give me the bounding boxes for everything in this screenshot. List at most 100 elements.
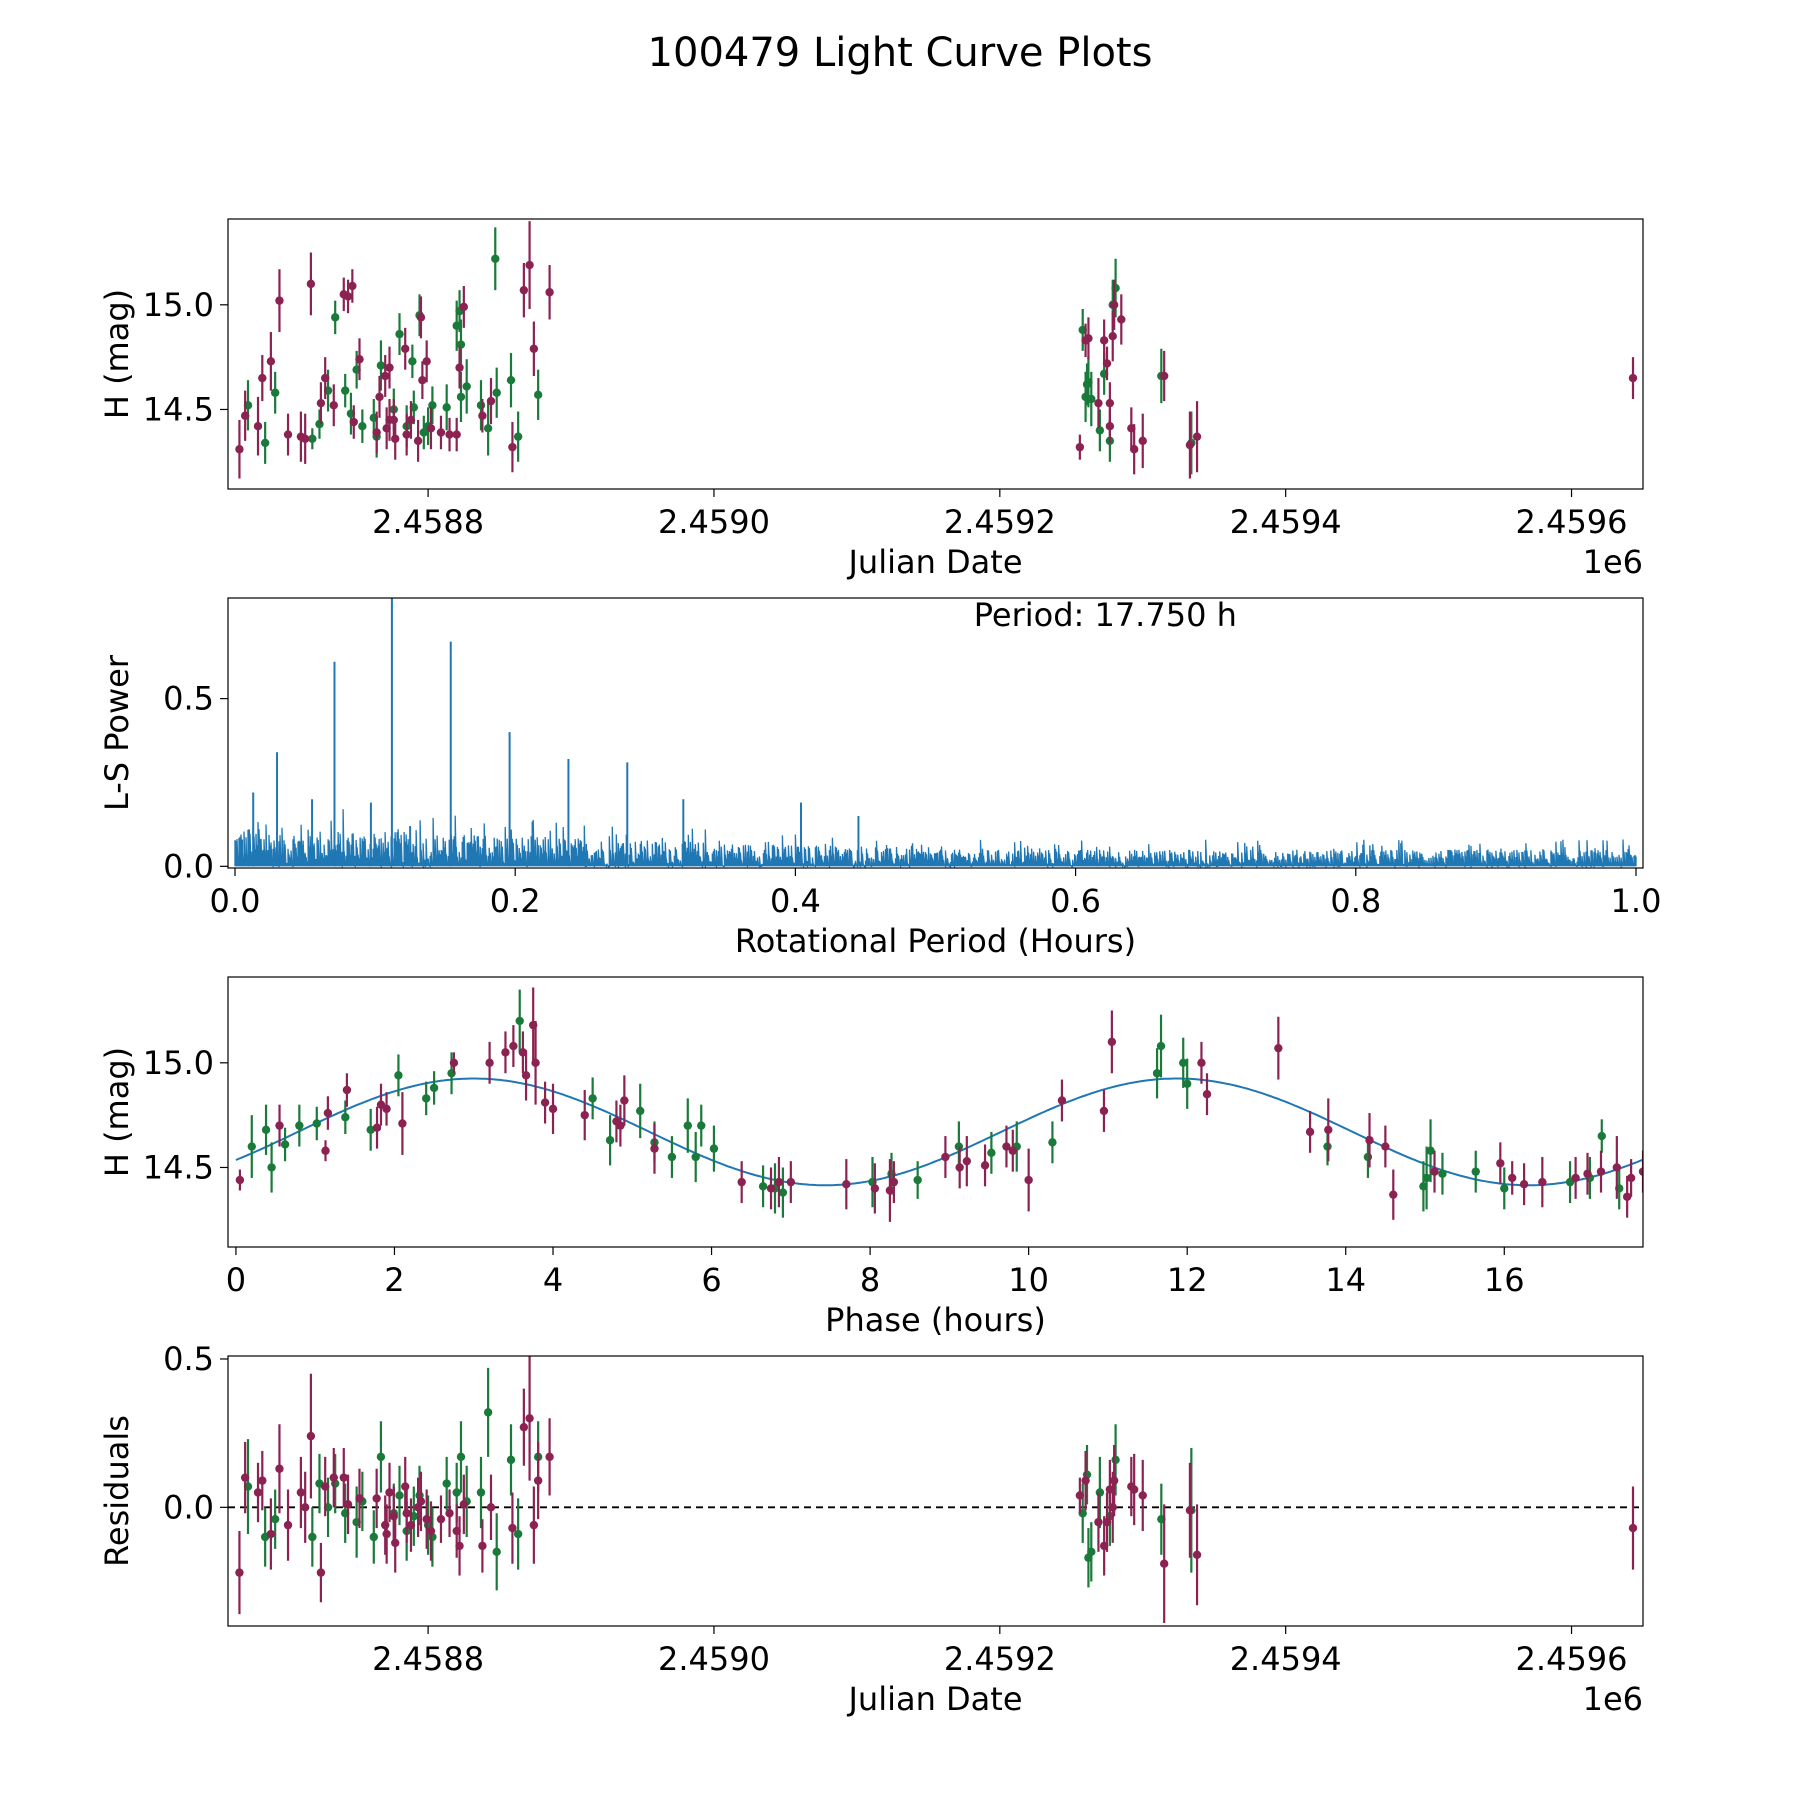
green-point — [456, 340, 466, 349]
x-tick-label: 0.8 — [1330, 882, 1381, 920]
purple-point — [580, 1110, 589, 1120]
y-tick-label: 0.5 — [163, 680, 214, 718]
purple-point — [1138, 436, 1147, 446]
green-point — [308, 434, 317, 443]
green-point — [341, 386, 350, 395]
purple-point — [1109, 1476, 1119, 1485]
purple-point — [398, 1119, 407, 1128]
purple-point — [889, 1177, 899, 1187]
purple-point — [253, 422, 263, 431]
purple-point — [508, 1523, 517, 1533]
purple-point — [235, 1568, 244, 1577]
x-offset-label: 1e6 — [1583, 543, 1643, 581]
purple-point — [381, 1520, 390, 1530]
purple-point — [1538, 1177, 1547, 1187]
green-point — [1422, 1173, 1431, 1183]
x-tick-label: 0.0 — [210, 882, 261, 920]
green-point — [312, 1119, 321, 1128]
purple-point — [266, 1529, 276, 1539]
purple-point — [1185, 1506, 1195, 1515]
purple-point — [870, 1184, 880, 1193]
purple-point — [389, 1512, 398, 1521]
purple-point — [296, 1488, 306, 1497]
purple-point — [529, 1520, 539, 1530]
purple-point — [485, 1058, 494, 1068]
purple-point — [1612, 1163, 1622, 1172]
purple-point — [445, 1509, 454, 1518]
purple-point — [478, 411, 487, 420]
y-tick-label: 15.0 — [143, 286, 214, 324]
purple-point — [372, 1494, 381, 1503]
green-point — [1363, 1152, 1373, 1162]
purple-point — [1324, 1125, 1333, 1134]
green-point — [1597, 1131, 1606, 1141]
purple-point — [275, 1464, 284, 1473]
purple-point — [1099, 336, 1109, 345]
purple-point — [300, 1503, 310, 1512]
x-tick-label: 2.4594 — [1230, 1640, 1342, 1678]
purple-point — [372, 1123, 382, 1132]
purple-point — [382, 1529, 391, 1539]
purple-point — [316, 1568, 326, 1577]
green-point — [267, 1163, 276, 1172]
purple-point — [1622, 1192, 1632, 1201]
purple-point — [235, 445, 244, 454]
purple-point — [842, 1180, 851, 1189]
purple-point — [1628, 1523, 1638, 1533]
green-point — [260, 438, 270, 448]
green-point — [709, 1144, 719, 1153]
purple-point — [737, 1177, 746, 1187]
purple-point — [459, 1500, 469, 1509]
x-tick-label: 0.6 — [1050, 882, 1101, 920]
power-spectrum-line — [234, 809, 1637, 868]
purple-point — [1365, 1136, 1374, 1145]
purple-point — [413, 436, 423, 446]
purple-point — [1117, 315, 1126, 324]
green-point — [778, 1188, 788, 1197]
green-point — [419, 428, 429, 437]
purple-point — [385, 1488, 394, 1497]
green-point — [1500, 1184, 1509, 1193]
green-point — [492, 388, 501, 397]
green-point — [421, 1094, 431, 1103]
data-points — [235, 221, 1638, 479]
purple-point — [422, 357, 431, 366]
green-point — [376, 361, 386, 370]
x-tick-label: 10 — [1008, 1261, 1049, 1299]
purple-point — [1105, 398, 1115, 408]
green-point — [758, 1182, 768, 1191]
green-point — [1471, 1167, 1480, 1176]
purple-point — [548, 1104, 558, 1114]
model-curve — [235, 1077, 1643, 1187]
purple-point — [1094, 398, 1103, 408]
green-point — [513, 1529, 523, 1539]
green-point — [315, 419, 324, 429]
green-point — [691, 1152, 700, 1162]
purple-point — [406, 1520, 416, 1530]
green-point — [308, 1532, 317, 1542]
x-tick-label: 2.4596 — [1516, 1640, 1628, 1678]
green-point — [533, 390, 543, 400]
green-point — [408, 357, 417, 366]
purple-point — [545, 1452, 554, 1462]
axes-frame — [227, 1355, 1644, 1627]
purple-point — [486, 396, 496, 406]
green-point — [270, 388, 280, 397]
purple-point — [406, 415, 416, 425]
purple-point — [372, 428, 381, 437]
purple-point — [381, 371, 390, 381]
green-point — [456, 1452, 466, 1462]
y-tick-label: 0.5 — [163, 1340, 214, 1378]
x-tick-label: 2.4594 — [1230, 503, 1342, 541]
green-point — [492, 1547, 501, 1557]
green-point — [506, 1455, 516, 1465]
green-point — [605, 1136, 615, 1145]
axes-frame — [227, 976, 1644, 1248]
purple-point — [1024, 1175, 1033, 1185]
purple-point — [529, 344, 539, 353]
purple-point — [1274, 1043, 1283, 1053]
purple-point — [253, 1488, 263, 1497]
x-tick-label: 2.4590 — [658, 1640, 770, 1678]
purple-point — [1628, 373, 1638, 383]
green-point — [295, 1121, 304, 1130]
